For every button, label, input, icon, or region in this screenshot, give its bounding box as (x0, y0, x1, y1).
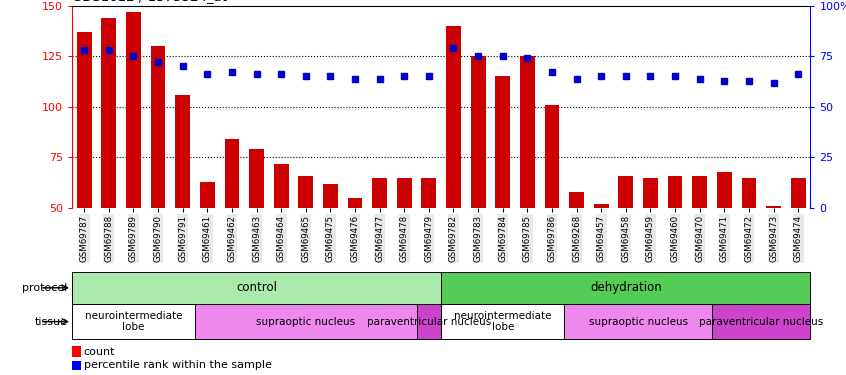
Text: supraoptic nucleus: supraoptic nucleus (256, 316, 355, 327)
Bar (175, 95, 190, 208)
Text: neurointermediate
lobe: neurointermediate lobe (85, 311, 182, 332)
Bar (72, 272, 442, 304)
Text: supraoptic nucleus: supraoptic nucleus (589, 316, 688, 327)
Bar (442, 272, 810, 304)
Text: control: control (236, 281, 277, 294)
Text: GDS1612 / 1373524_at: GDS1612 / 1373524_at (72, 0, 227, 3)
Text: neurointermediate
lobe: neurointermediate lobe (454, 311, 552, 332)
Bar (564, 304, 712, 339)
Bar (717, 172, 732, 208)
Text: protocol: protocol (23, 283, 68, 293)
Text: paraventricular nucleus: paraventricular nucleus (699, 316, 823, 327)
Bar (126, 12, 140, 208)
Bar (594, 204, 608, 208)
Bar (496, 76, 510, 208)
Text: count: count (84, 347, 115, 357)
Text: paraventricular nucleus: paraventricular nucleus (367, 316, 491, 327)
Bar (274, 164, 288, 208)
Bar (545, 105, 559, 208)
Bar (667, 176, 683, 208)
Bar (224, 139, 239, 208)
Bar (77, 32, 91, 208)
Bar (372, 178, 387, 208)
Bar (692, 176, 707, 208)
Bar (421, 178, 437, 208)
Bar (446, 26, 461, 208)
Bar (72, 304, 195, 339)
Bar (416, 304, 442, 339)
Bar (102, 18, 116, 208)
Bar (250, 149, 264, 208)
Bar (299, 176, 313, 208)
Bar (618, 176, 633, 208)
Bar (195, 304, 416, 339)
Bar (712, 304, 810, 339)
Text: tissue: tissue (35, 316, 68, 327)
Bar (520, 56, 535, 208)
Bar (397, 178, 412, 208)
Bar (200, 182, 215, 208)
Bar (348, 198, 362, 208)
Bar (323, 184, 338, 208)
Bar (569, 192, 584, 208)
Bar (766, 206, 781, 208)
Bar (442, 304, 564, 339)
Bar (643, 178, 658, 208)
Bar (151, 46, 166, 208)
Text: percentile rank within the sample: percentile rank within the sample (84, 360, 272, 370)
Bar (470, 56, 486, 208)
Bar (791, 178, 805, 208)
Bar (742, 178, 756, 208)
Text: dehydration: dehydration (590, 281, 662, 294)
